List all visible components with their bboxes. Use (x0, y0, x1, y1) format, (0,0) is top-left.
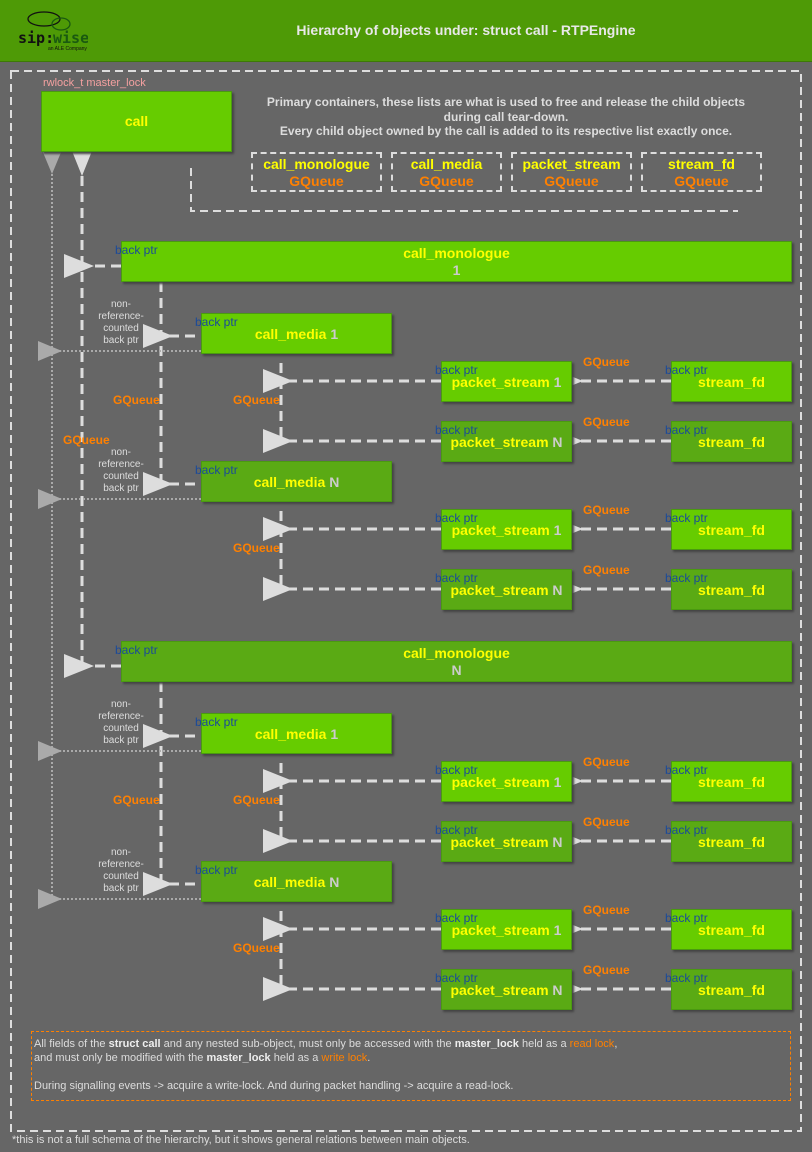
container-packet-stream: packet_stream GQueue (511, 152, 632, 192)
stream-gqueue-label: GQueue (233, 541, 280, 555)
svg-text:sip:: sip: (18, 29, 54, 47)
primary-containers-description: Primary containers, these lists are what… (250, 95, 762, 139)
back-ptr-label: back ptr (665, 823, 708, 837)
back-ptr-label: back ptr (665, 971, 708, 985)
stream-fd-box: stream_fd (671, 421, 792, 462)
media-gqueue-label: GQueue (113, 793, 160, 807)
back-ptr-label: back ptr (195, 315, 238, 329)
stream-gqueue-label: GQueue (233, 393, 280, 407)
non-ref-backptr-label: non- reference- counted back ptr (98, 699, 144, 746)
container-stream-fd: stream_fd GQueue (641, 152, 762, 192)
packet-stream-box: packet_stream N (441, 821, 572, 862)
back-ptr-label: back ptr (665, 571, 708, 585)
diagram-title: Hierarchy of objects under: struct call … (296, 22, 636, 38)
back-ptr-label: back ptr (665, 763, 708, 777)
back-ptr-label: back ptr (665, 363, 708, 377)
non-ref-backptr-label: non- reference- counted back ptr (98, 299, 144, 346)
header: sip: wise an ALE Company Hierarchy of ob… (0, 0, 812, 62)
back-ptr-label: back ptr (435, 423, 478, 437)
fd-gqueue-label: GQueue (583, 903, 630, 917)
svg-text:an ALE Company: an ALE Company (48, 46, 87, 52)
packet-stream-box: packet_stream 1 (441, 761, 572, 802)
packet-stream-box: packet_stream 1 (441, 361, 572, 402)
container-call-media: call_media GQueue (391, 152, 502, 192)
non-ref-backptr-label: non- reference- counted back ptr (98, 847, 144, 894)
description-line: during call tear-down. (443, 109, 569, 124)
svg-text:wise: wise (53, 29, 88, 47)
fd-gqueue-label: GQueue (583, 355, 630, 369)
stream-fd-box: stream_fd (671, 761, 792, 802)
back-ptr-label: back ptr (665, 911, 708, 925)
back-ptr-label: back ptr (435, 823, 478, 837)
call-media-box: call_media N (201, 861, 392, 902)
back-ptr-label: back ptr (435, 511, 478, 525)
call-monologue-box: call_monologue N (121, 641, 792, 682)
packet-stream-box: packet_stream N (441, 969, 572, 1010)
stream-gqueue-label: GQueue (233, 941, 280, 955)
stream-fd-box: stream_fd (671, 509, 792, 550)
back-ptr-label: back ptr (665, 511, 708, 525)
back-ptr-label: back ptr (435, 911, 478, 925)
fd-gqueue-label: GQueue (583, 815, 630, 829)
sipwise-logo: sip: wise an ALE Company (16, 10, 89, 57)
back-ptr-label: back ptr (435, 971, 478, 985)
back-ptr-label: back ptr (435, 763, 478, 777)
call-media-box: call_media 1 (201, 313, 392, 354)
container-call-monologue: call_monologue GQueue (251, 152, 382, 192)
back-ptr-label: back ptr (115, 243, 158, 257)
back-ptr-label: back ptr (435, 363, 478, 377)
call-media-box: call_media N (201, 461, 392, 502)
description-line: Every child object owned by the call is … (279, 124, 733, 138)
fd-gqueue-label: GQueue (583, 415, 630, 429)
back-ptr-label: back ptr (195, 863, 238, 877)
packet-stream-box: packet_stream 1 (441, 509, 572, 550)
packet-stream-box: packet_stream N (441, 421, 572, 462)
non-ref-backptr-label: non- reference- counted back ptr (98, 447, 144, 494)
packet-stream-box: packet_stream N (441, 569, 572, 610)
back-ptr-label: back ptr (435, 571, 478, 585)
back-ptr-label: back ptr (115, 643, 158, 657)
call-monologue-box: call_monologue 1 (121, 241, 792, 282)
back-ptr-label: back ptr (665, 423, 708, 437)
fd-gqueue-label: GQueue (583, 755, 630, 769)
stream-fd-box: stream_fd (671, 969, 792, 1010)
stream-fd-box: stream_fd (671, 821, 792, 862)
stream-fd-box: stream_fd (671, 909, 792, 950)
call-media-box: call_media 1 (201, 713, 392, 754)
description-line: Primary containers, these lists are what… (266, 95, 746, 109)
call-box: call (41, 91, 232, 152)
footnote: *this is not a full schema of the hierar… (12, 1134, 470, 1146)
fd-gqueue-label: GQueue (583, 503, 630, 517)
stream-fd-box: stream_fd (671, 569, 792, 610)
master-lock-label: rwlock_t master_lock (43, 77, 146, 89)
back-ptr-label: back ptr (195, 715, 238, 729)
locking-note: All fields of the struct call and any ne… (31, 1031, 791, 1101)
media-gqueue-label: GQueue (113, 393, 160, 407)
stream-fd-box: stream_fd (671, 361, 792, 402)
packet-stream-box: packet_stream 1 (441, 909, 572, 950)
stream-gqueue-label: GQueue (233, 793, 280, 807)
back-ptr-label: back ptr (195, 463, 238, 477)
fd-gqueue-label: GQueue (583, 963, 630, 977)
fd-gqueue-label: GQueue (583, 563, 630, 577)
call-monologue-gqueue-label: GQueue (63, 433, 110, 447)
